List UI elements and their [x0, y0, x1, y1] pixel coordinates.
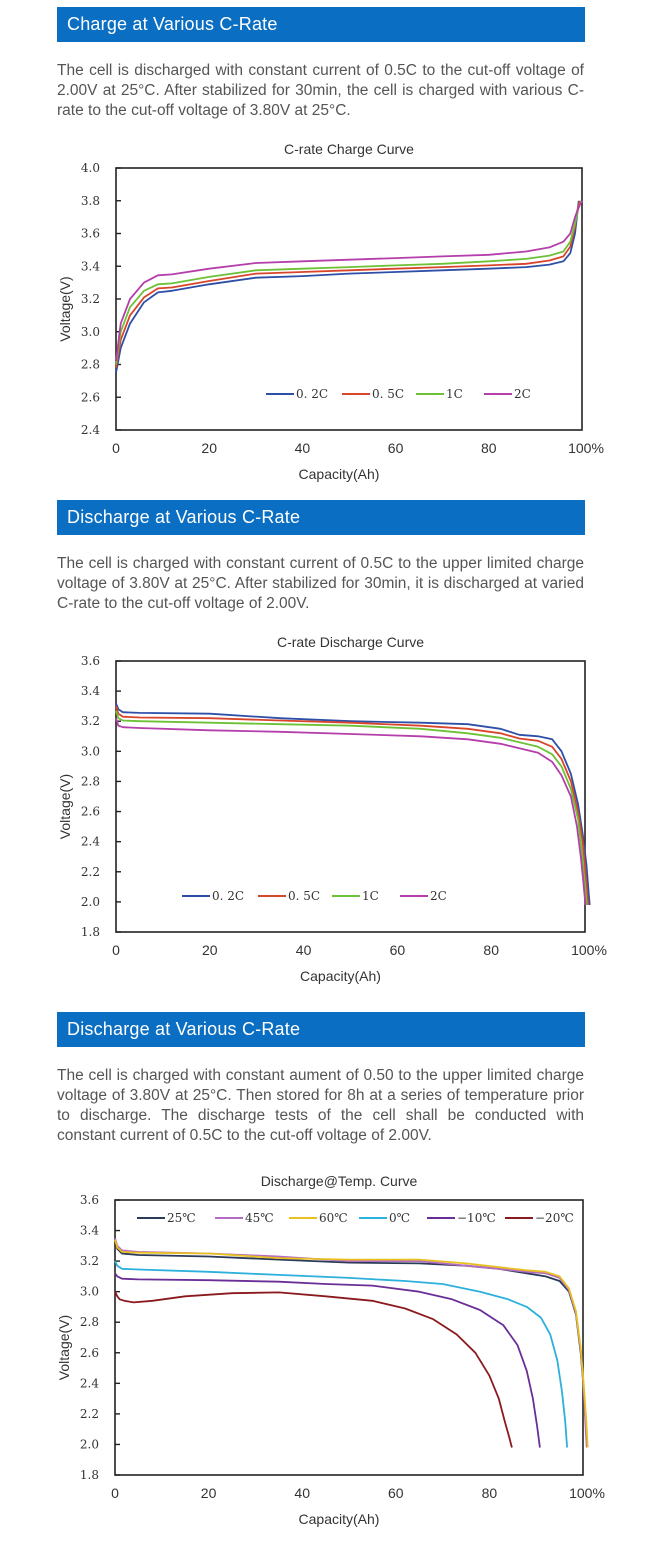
- legend-label-4: −10℃: [457, 1211, 496, 1225]
- legend-label-1: 0. 5C: [288, 889, 320, 903]
- x-tick-label: 100%: [569, 1485, 605, 1501]
- series-line-2: [114, 1239, 589, 1448]
- series-line-3: [115, 200, 583, 362]
- y-tick-label: 3.2: [80, 1254, 99, 1268]
- legend-label-3: 2C: [430, 889, 447, 903]
- y-tick-label: 1.8: [81, 925, 100, 939]
- y-tick-label: 2.8: [81, 774, 100, 788]
- series-line-0: [115, 200, 580, 373]
- y-tick-label: 2.4: [80, 1376, 99, 1390]
- x-axis-label: Capacity(Ah): [299, 1511, 380, 1527]
- section-header-temperature: Discharge at Various C-Rate: [57, 1012, 585, 1047]
- x-tick-label: 80: [481, 440, 497, 456]
- series-line-2: [115, 200, 582, 365]
- chart-title: C-rate Charge Curve: [284, 141, 414, 157]
- y-tick-label: 2.2: [81, 865, 100, 879]
- x-tick-label: 0: [112, 942, 120, 958]
- y-tick-label: 4.0: [81, 161, 100, 175]
- legend-label-3: 2C: [514, 387, 531, 401]
- y-tick-label: 2.0: [81, 895, 100, 909]
- y-tick-label: 3.8: [81, 194, 100, 208]
- legend-label-0: 0. 2C: [212, 889, 244, 903]
- x-tick-label: 80: [482, 1485, 498, 1501]
- x-tick-label: 40: [294, 1485, 310, 1501]
- series-line-4: [114, 1272, 541, 1448]
- section-description-discharge: The cell is charged with constant curren…: [57, 555, 584, 612]
- legend-label-1: 45℃: [245, 1211, 274, 1225]
- y-axis-label: Voltage(V): [56, 1315, 72, 1380]
- y-tick-label: 2.4: [81, 423, 100, 437]
- x-tick-label: 0: [112, 440, 120, 456]
- y-tick-label: 2.6: [80, 1346, 99, 1360]
- plot-frame: [115, 167, 583, 431]
- legend-label-2: 1C: [362, 889, 379, 903]
- y-tick-label: 3.0: [81, 744, 100, 758]
- plot-frame: [114, 1199, 584, 1476]
- plot-frame: [115, 660, 586, 933]
- legend-label-0: 0. 2C: [296, 387, 328, 401]
- legend-label-0: 25℃: [167, 1211, 196, 1225]
- y-tick-label: 3.4: [81, 259, 100, 273]
- section-description-charge: The cell is discharged with constant cur…: [57, 62, 584, 119]
- y-tick-label: 3.6: [81, 654, 100, 668]
- section-header-charge: Charge at Various C-Rate: [57, 7, 585, 42]
- y-tick-label: 2.8: [81, 358, 100, 372]
- y-tick-label: 3.4: [81, 684, 100, 698]
- y-tick-label: 2.8: [80, 1315, 99, 1329]
- y-tick-label: 3.6: [81, 227, 100, 241]
- y-tick-label: 2.0: [80, 1437, 99, 1451]
- y-axis-label: Voltage(V): [57, 276, 73, 341]
- y-tick-label: 3.2: [81, 292, 100, 306]
- series-line-1: [115, 200, 581, 368]
- temperature-curve-chart: Discharge@Temp. Curve 1.8 2.0 2.2 2.4 2.6 2.8 3…: [56, 1173, 605, 1527]
- section-header-discharge: Discharge at Various C-Rate: [57, 500, 585, 535]
- chart-title: C-rate Discharge Curve: [277, 634, 424, 650]
- x-tick-label: 100%: [571, 942, 607, 958]
- discharge-curve-chart: C-rate Discharge Curve 1.8 2.0 2.2 2.4 2.6 2.8…: [57, 634, 607, 984]
- x-tick-label: 40: [296, 942, 312, 958]
- x-tick-label: 20: [201, 440, 217, 456]
- x-tick-label: 60: [388, 1485, 404, 1501]
- section-description-temperature: The cell is charged with constant aument…: [57, 1067, 584, 1144]
- x-tick-label: 0: [111, 1485, 119, 1501]
- y-tick-label: 1.8: [80, 1468, 99, 1482]
- x-axis-label: Capacity(Ah): [299, 466, 380, 482]
- y-tick-label: 2.2: [80, 1407, 99, 1421]
- series-line-3: [115, 717, 587, 905]
- y-tick-label: 3.0: [80, 1285, 99, 1299]
- series-line-5: [114, 1291, 513, 1448]
- x-tick-label: 80: [483, 942, 499, 958]
- legend-label-2: 1C: [446, 387, 463, 401]
- x-tick-label: 60: [390, 942, 406, 958]
- chart-title: Discharge@Temp. Curve: [261, 1173, 418, 1189]
- x-tick-label: 60: [388, 440, 404, 456]
- series-line-2: [115, 710, 588, 905]
- y-tick-label: 2.6: [81, 390, 100, 404]
- legend-label-3: 0℃: [389, 1211, 410, 1225]
- x-tick-label: 20: [202, 942, 218, 958]
- legend-label-1: 0. 5C: [372, 387, 404, 401]
- y-tick-label: 3.2: [81, 714, 100, 728]
- x-tick-label: 40: [295, 440, 311, 456]
- x-axis-label: Capacity(Ah): [300, 968, 381, 984]
- y-tick-label: 3.6: [80, 1193, 99, 1207]
- legend-label-5: −20℃: [535, 1211, 574, 1225]
- y-tick-label: 3.4: [80, 1224, 99, 1238]
- legend-label-2: 60℃: [319, 1211, 348, 1225]
- y-tick-label: 2.6: [81, 805, 100, 819]
- y-axis-label: Voltage(V): [57, 774, 73, 839]
- x-tick-label: 100%: [568, 440, 604, 456]
- x-tick-label: 20: [201, 1485, 217, 1501]
- charge-curve-chart: C-rate Charge Curve 2.4 2.6 2.8 3.0 3.2 3.4 3.6…: [57, 141, 604, 482]
- series-line-0: [115, 702, 591, 905]
- y-tick-label: 2.4: [81, 835, 100, 849]
- series-line-1: [115, 705, 590, 905]
- y-tick-label: 3.0: [81, 325, 100, 339]
- series-line-3: [114, 1260, 568, 1448]
